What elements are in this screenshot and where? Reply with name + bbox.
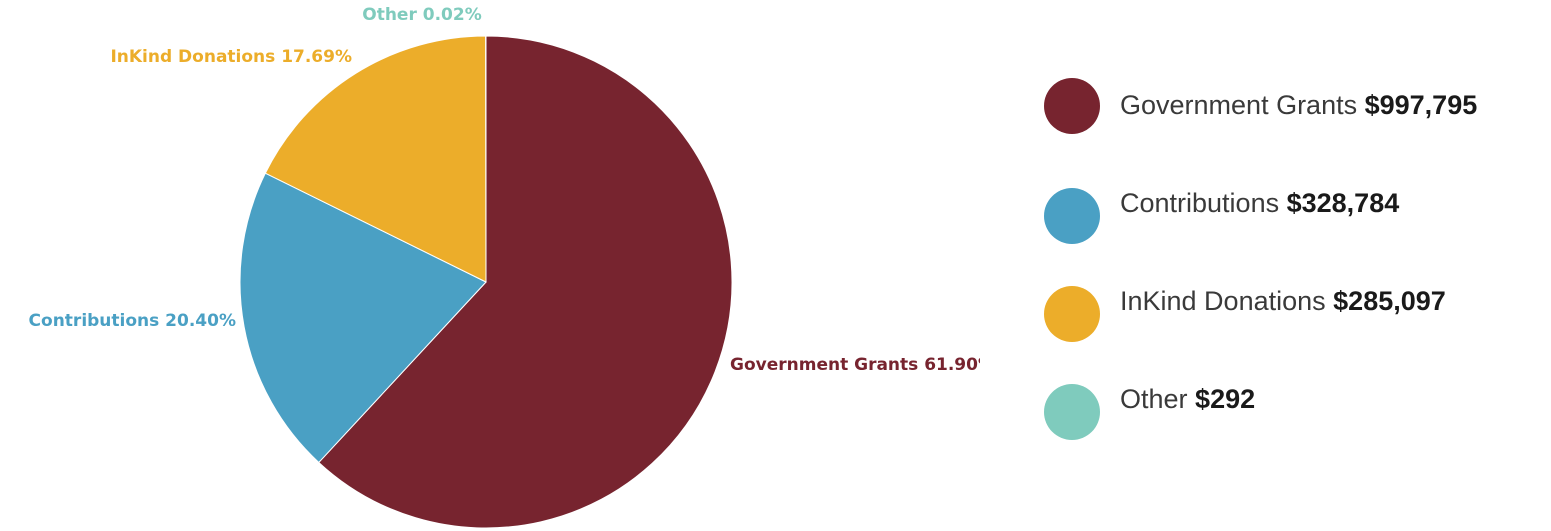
legend-amount: $285,097	[1333, 286, 1446, 316]
legend-text: Other $292	[1120, 384, 1255, 414]
legend-text: Government Grants $997,795	[1120, 90, 1477, 120]
slice-label-government-grants: Government Grants 61.90%	[730, 355, 980, 375]
legend-amount: $292	[1195, 384, 1256, 414]
legend-text: Contributions $328,784	[1120, 188, 1399, 218]
pie-chart: Government Grants 61.90% Contributions 20…	[29, 5, 980, 529]
legend-name: Other	[1120, 384, 1188, 414]
slice-labels: Government Grants 61.90% Contributions 20…	[29, 5, 980, 375]
legend-text: InKind Donations $285,097	[1120, 286, 1446, 316]
pie-slices	[239, 35, 733, 529]
legend-name: Contributions	[1120, 188, 1280, 218]
slice-label-inkind-donations: InKind Donations 17.69%	[110, 47, 352, 67]
legend-swatch	[1044, 188, 1100, 244]
legend-name: InKind Donations	[1120, 286, 1326, 316]
pie-slice-inkind-donations	[264, 35, 487, 283]
legend-amount: $997,795	[1364, 90, 1478, 120]
legend-swatch	[1044, 78, 1100, 134]
pie-slice-government-grants	[318, 35, 733, 529]
slice-label-contributions: Contributions 20.40%	[29, 311, 236, 331]
legend-name: Government Grants	[1120, 90, 1358, 120]
legend-swatch	[1044, 384, 1100, 440]
legend-amount: $328,784	[1286, 188, 1400, 218]
legend-swatch	[1044, 286, 1100, 342]
slice-label-other: Other 0.02%	[362, 5, 482, 25]
pie-slice-contributions	[239, 172, 487, 464]
